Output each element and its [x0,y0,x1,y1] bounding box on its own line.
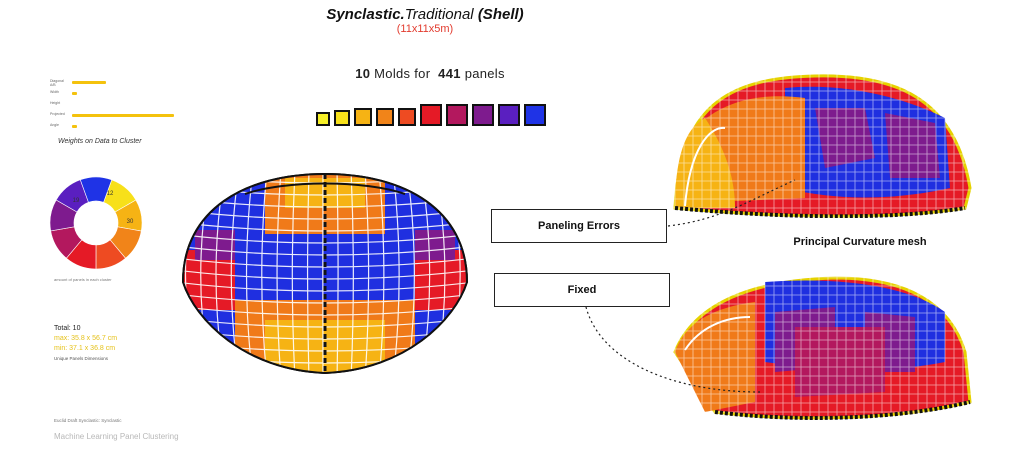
mold-swatch [376,108,394,126]
weight-label: Width [50,90,59,94]
stats-max: max: 35.8 x 56.7 cm [54,335,118,342]
stats-min: min: 37.1 x 36.8 cm [54,345,116,352]
weight-row: Diagonal A/B [50,78,190,89]
ml-caption: Machine Learning Panel Clustering [54,432,179,441]
callout-lines [585,179,796,393]
weights-bar-chart: Diagonal A/B Width Height Projected Angle [50,78,190,133]
stats-subtitle: Unique Panels Dimensions [54,356,109,361]
mold-swatch [524,104,546,126]
mold-swatch [420,104,442,126]
donut-slice [79,176,113,203]
mold-color-swatches [316,104,546,126]
donut-svg: 19 12 30 [49,176,143,270]
mold-swatch [354,108,372,126]
stats-total: Total: 10 [54,325,81,332]
weight-label: Angle [50,123,59,127]
dimensions-subtitle: (11x11x5m) [396,23,454,35]
weight-row: Angle [50,122,190,133]
shell-fixed-illustration [665,272,985,422]
shell-errors-illustration [665,68,985,218]
dome-illustration [181,172,469,375]
page-title: Synclastic.Traditional (Shell) [0,6,850,23]
mold-swatch [316,112,330,126]
dome-ridge [244,182,406,195]
weight-label: Projected [50,112,65,116]
weight-bar [72,114,174,117]
mold-swatch [334,110,350,126]
donut-label: 30 [127,219,134,225]
panels-label: panels [464,66,505,81]
title-part2: Traditional [404,6,474,23]
molds-count: 10 [355,66,371,81]
mold-swatch [498,104,520,126]
molds-text: Molds for [374,66,431,81]
weight-bar [72,92,78,95]
principal-curvature-label: Principal Curvature mesh [793,236,927,248]
panel-stats: Total: 10 max: 35.8 x 56.7 cm min: 37.1 … [54,324,117,364]
weight-row: Height [50,100,190,111]
weight-bar [72,81,106,84]
weight-row: Width [50,89,190,100]
mold-swatch [446,104,468,126]
weight-row: Projected [50,111,190,122]
weights-caption: Weights on Data to Cluster [58,138,142,145]
title-part1: Synclastic. [326,6,405,23]
donut-label: 12 [107,191,114,197]
cluster-donut-chart: 19 12 30 [48,175,144,271]
title-part3: (Shell) [477,6,524,23]
footnote: Euclid Draft Synclastic: Synclastic [54,418,122,423]
weight-bar [72,125,78,128]
weight-label: Diagonal A/B [50,79,64,87]
donut-caption: amount of panels in each cluster [54,277,112,282]
mold-swatch [398,108,416,126]
weight-label: Height [50,101,61,105]
mold-swatch [472,104,494,126]
panels-count: 441 [438,66,461,81]
fixed-callout: Fixed [494,273,670,307]
paneling-errors-callout: Paneling Errors [491,209,667,243]
donut-label: 19 [73,198,80,204]
molds-summary: 10 Molds for 441 panels [300,66,560,81]
